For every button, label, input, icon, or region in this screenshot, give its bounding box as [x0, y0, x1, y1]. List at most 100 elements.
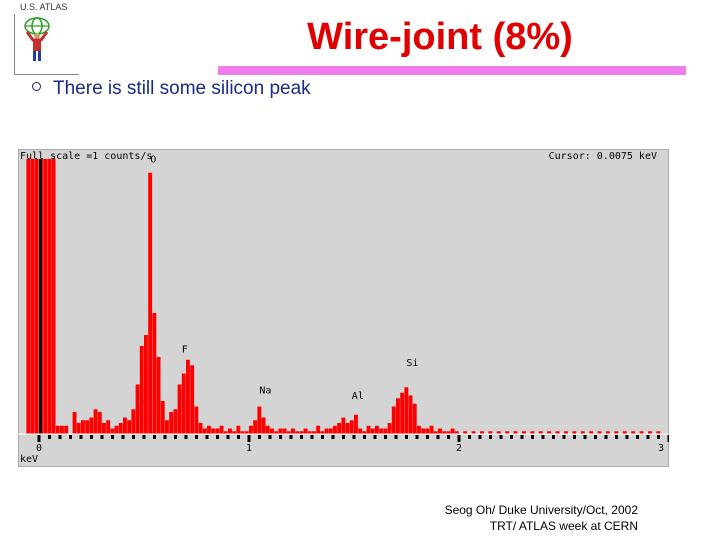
- spectrum-bar: [488, 431, 493, 434]
- minor-tick: [153, 435, 156, 439]
- spectrum-bar: [572, 431, 577, 434]
- spectrum-bar: [513, 431, 518, 434]
- spectrum-bar: [261, 417, 266, 434]
- spectrum-bar: [139, 346, 144, 434]
- spectrum-bar: [656, 431, 661, 434]
- minor-tick: [300, 435, 303, 439]
- plot-background: [18, 149, 669, 467]
- minor-tick: [573, 435, 576, 439]
- minor-tick: [636, 435, 639, 439]
- spectrum-bar: [51, 159, 56, 434]
- spectrum-bar: [429, 425, 434, 434]
- slide-title: Wire-joint (8%): [307, 16, 573, 58]
- spectrum-bar: [383, 428, 388, 434]
- spectrum-bar: [286, 431, 291, 434]
- spectrum-bar: [480, 431, 484, 434]
- spectrum-bar: [265, 425, 270, 434]
- logo-text: U.S. ATLAS: [20, 2, 68, 12]
- minor-tick: [426, 435, 429, 439]
- spectrum-bar: [396, 398, 400, 434]
- spectrum-bar: [299, 431, 304, 434]
- minor-tick: [447, 435, 450, 439]
- spectrum-bar: [106, 420, 111, 434]
- minor-tick: [100, 435, 104, 439]
- spectrum-bar: [34, 159, 39, 434]
- spectrum-bar: [207, 425, 211, 434]
- spectrum-bar: [81, 420, 85, 434]
- minor-tick: [331, 435, 335, 439]
- minor-tick: [226, 435, 230, 439]
- spectrum-bar: [425, 428, 430, 434]
- spectrum-bar: [404, 387, 409, 434]
- minor-tick: [268, 435, 272, 439]
- minor-tick: [163, 435, 167, 439]
- minor-tick: [394, 435, 398, 439]
- logo-frame: [14, 14, 79, 75]
- spectrum-bar: [118, 423, 123, 434]
- spectrum-bar: [249, 425, 253, 434]
- spectrum-bar: [316, 425, 321, 434]
- spectrum-bar: [295, 431, 300, 434]
- spectrum-bar: [333, 425, 337, 434]
- peak-label: O: [150, 155, 156, 166]
- peak-label: Na: [259, 386, 271, 397]
- x-tick-label: 1: [246, 443, 252, 454]
- spectrum-bar: [43, 159, 48, 434]
- spectrum-bar: [505, 431, 510, 434]
- spectrum-bar: [194, 406, 199, 434]
- x-tick-label: 2: [456, 443, 462, 454]
- spectrum-bar: [156, 357, 161, 434]
- minor-tick: [48, 435, 51, 439]
- minor-tick: [657, 435, 660, 439]
- spectrum-bar: [89, 417, 94, 434]
- minor-tick: [216, 435, 219, 439]
- minor-tick: [384, 435, 387, 439]
- spectrum-bar: [362, 431, 367, 434]
- spectrum-bar: [324, 428, 329, 434]
- spectrum-bar: [278, 428, 283, 434]
- spectrum-bar: [148, 172, 153, 434]
- spectrum-bar: [580, 431, 585, 434]
- minor-tick: [111, 435, 114, 439]
- spectrum-bar: [341, 417, 346, 434]
- major-tick: [247, 435, 251, 442]
- spectrum-bar: [597, 431, 602, 434]
- spectrum-bar: [253, 420, 258, 434]
- spectrum-bar: [291, 428, 295, 434]
- minor-tick: [468, 435, 471, 439]
- spectrum-bar: [228, 428, 232, 434]
- spectrum-bar: [442, 431, 447, 434]
- spectrum-bar: [421, 428, 426, 434]
- spectrum-bar: [589, 431, 594, 434]
- minor-tick: [310, 435, 314, 439]
- minor-tick: [520, 435, 524, 439]
- spectrum-bar: [320, 431, 325, 434]
- spectrum-bar: [307, 431, 312, 434]
- x-tick-label: 3: [658, 443, 664, 454]
- minor-tick: [258, 435, 261, 439]
- spectrum-bar: [303, 428, 308, 434]
- spectrum-bar: [219, 425, 224, 434]
- spectrum-bar: [496, 431, 501, 434]
- spectrum-bar: [530, 431, 535, 434]
- minor-tick: [510, 435, 513, 439]
- spectrum-bar: [370, 428, 375, 434]
- minor-tick: [436, 435, 440, 439]
- minor-tick: [562, 435, 566, 439]
- minor-tick: [615, 435, 618, 439]
- spectrum-bar: [522, 431, 526, 434]
- spectrum-bar: [198, 423, 203, 434]
- spectrum-bar: [93, 409, 98, 434]
- spectrum-bar: [190, 365, 195, 434]
- minor-tick: [121, 435, 125, 439]
- x-axis-unit: keV: [20, 454, 38, 465]
- spectrum-bar: [639, 431, 644, 434]
- spectrum-bar: [387, 423, 392, 434]
- spectrum-bar: [110, 428, 115, 434]
- minor-tick: [363, 435, 366, 439]
- spectrum-bar: [433, 431, 438, 434]
- footer-event: TRT/ ATLAS week at CERN: [489, 519, 638, 533]
- spectrum-bar: [123, 417, 127, 434]
- spectrum-bar: [555, 431, 560, 434]
- minor-tick: [58, 435, 62, 439]
